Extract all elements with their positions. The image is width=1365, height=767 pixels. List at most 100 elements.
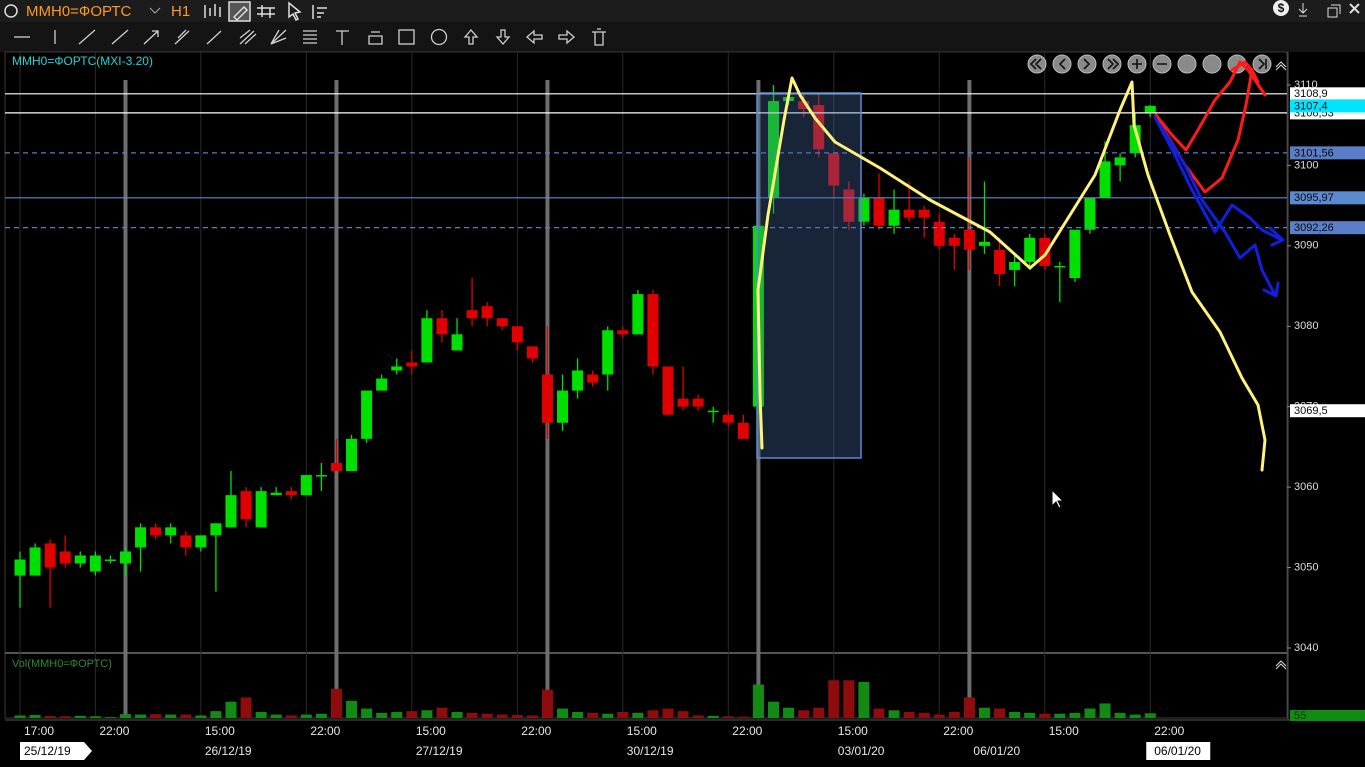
left-arrow-tool[interactable]	[526, 29, 543, 45]
level-label-box	[1290, 99, 1365, 113]
candle-body	[44, 543, 56, 568]
volume-bar	[104, 717, 116, 718]
status-icon[interactable]	[4, 4, 18, 18]
volume-bar	[285, 715, 297, 718]
volume-bar	[135, 714, 147, 718]
cursor-button[interactable]	[288, 1, 302, 22]
candle-body	[843, 189, 855, 222]
down-arrow-tool[interactable]	[495, 29, 511, 45]
nav-next[interactable]	[1077, 54, 1097, 74]
candle-body	[406, 362, 418, 367]
volume-bar	[813, 707, 825, 718]
volume-bar	[994, 708, 1006, 718]
level-label-box	[1290, 87, 1365, 101]
volume-bar	[330, 688, 342, 718]
candle-body	[692, 398, 704, 407]
date-label: 06/01/20	[973, 744, 1020, 758]
candle-body	[225, 495, 237, 528]
up-arrow-tool[interactable]	[463, 29, 479, 45]
nav-prev[interactable]	[1052, 54, 1072, 74]
candle-body	[376, 378, 388, 391]
volume-bar	[74, 715, 86, 718]
volume-bar	[1144, 713, 1156, 718]
volume-bar	[14, 715, 26, 718]
restore-button[interactable]	[1327, 4, 1341, 18]
volume-bar	[632, 712, 644, 718]
volume-bar	[315, 713, 327, 718]
delete-tool[interactable]	[592, 28, 606, 46]
scale-button[interactable]	[1202, 54, 1222, 74]
level-label: 3108,9	[1294, 88, 1328, 100]
volume-bar	[59, 716, 71, 718]
label-tool[interactable]	[368, 31, 383, 45]
volume-bar	[255, 712, 267, 718]
pitchfork-tool[interactable]	[270, 29, 287, 45]
arrow-tool[interactable]	[143, 30, 159, 45]
time-label: 22:00	[1154, 724, 1184, 738]
candle-body	[436, 318, 448, 335]
candle-body	[1099, 161, 1111, 198]
date-label-box	[1146, 742, 1211, 760]
time-label: 15:00	[416, 724, 446, 738]
date-label: 27/12/19	[416, 744, 463, 758]
chart-area	[4, 51, 1288, 719]
volume-bar	[737, 716, 749, 718]
collapse-volume-panel[interactable]	[1275, 660, 1287, 670]
indicators-button[interactable]	[257, 5, 275, 18]
trendline-tool[interactable]	[78, 29, 96, 45]
close-button[interactable]	[1349, 3, 1360, 14]
volume-bar	[1054, 713, 1066, 718]
zoom-fit[interactable]	[1177, 54, 1197, 74]
candle-body	[572, 370, 584, 391]
fan-tool[interactable]	[239, 29, 257, 45]
right-arrow-tool[interactable]	[558, 29, 575, 45]
candle-body	[888, 209, 900, 226]
highlight-box	[756, 92, 862, 459]
regression-tool[interactable]	[206, 30, 222, 45]
time-label: 22:00	[943, 724, 973, 738]
volume-bar	[481, 713, 493, 718]
timeframe[interactable]: H1	[171, 3, 190, 20]
time-label: 17:00	[24, 724, 54, 738]
candle-body	[315, 475, 327, 477]
level-label-box	[1290, 221, 1365, 235]
text-tool[interactable]	[336, 30, 349, 45]
level-label: 3069,5	[1294, 405, 1328, 417]
candle-body	[526, 346, 538, 359]
ellipse-tool[interactable]	[430, 28, 448, 46]
level-label: 3107,4	[1294, 100, 1328, 112]
settings-button[interactable]	[312, 5, 327, 19]
symbol[interactable]: MMH0=ФОРТС	[26, 3, 131, 20]
symbol-dropdown[interactable]	[149, 7, 161, 14]
candle-body	[587, 374, 599, 383]
detach-button[interactable]	[1298, 3, 1308, 17]
volume-bar	[1009, 712, 1021, 718]
volume-bar	[587, 712, 599, 718]
time-label: 15:00	[1049, 724, 1079, 738]
time-label: 15:00	[627, 724, 657, 738]
rectangle-tool[interactable]	[398, 29, 415, 45]
fibo-tool[interactable]	[303, 30, 317, 44]
nav-end[interactable]	[1252, 54, 1272, 74]
collapse-price-panel[interactable]	[1275, 61, 1287, 71]
volume-bar	[768, 701, 779, 718]
volume-bar	[948, 712, 960, 718]
level-label: 3092,26	[1294, 222, 1334, 234]
candle-body	[104, 559, 116, 562]
candle-body	[978, 241, 990, 246]
candle-body	[662, 366, 674, 415]
channel-tool[interactable]	[174, 29, 190, 45]
candle-body	[255, 491, 267, 528]
candle-body	[270, 492, 282, 496]
ray-tool[interactable]	[111, 29, 129, 45]
candle-body	[135, 527, 147, 548]
candle-body	[933, 221, 945, 246]
candle-body	[798, 101, 810, 110]
volume-bar	[44, 715, 56, 718]
candle-type-button[interactable]	[204, 4, 221, 18]
volume-bar	[511, 715, 523, 718]
volume-bar	[918, 712, 930, 718]
candle-body	[903, 209, 915, 218]
currency-button[interactable]	[1273, 0, 1289, 16]
